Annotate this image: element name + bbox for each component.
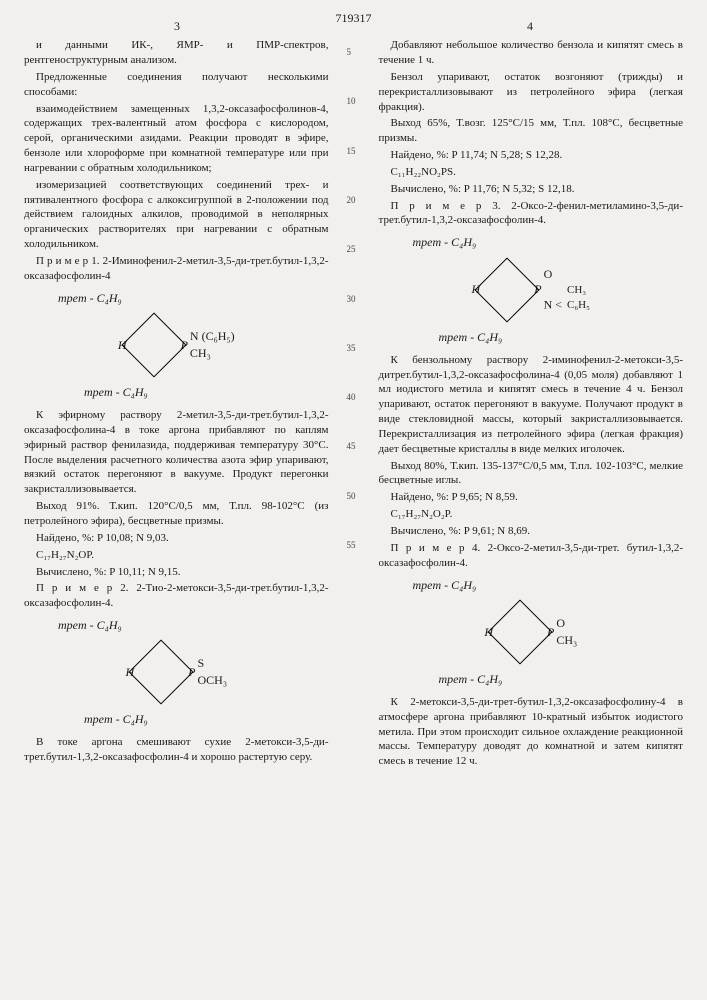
line-marker: 50 [347,490,361,502]
line-marker: 45 [347,440,361,452]
para: Добавляют небольшое количество бензола и… [379,38,684,68]
para: Вычислено, %: P 10,11; N 9,15. [24,565,329,580]
chemical-structure-4: mpem - C₄H₉ H P O CH₃ mpem - C₄H₉ [379,577,684,687]
para: К эфирному раствору 2-метил-3,5-ди-трет.… [24,408,329,497]
para: Выход 91%. Т.кип. 120°С/0,5 мм, Т.пл. 98… [24,499,329,529]
left-column: и данными ИК-, ЯМР- и ПМР-спектров, рент… [24,38,329,771]
para: С₁₇H₂₇N₂O₂P. [379,507,684,522]
page: 719317 3 4 и данными ИК-, ЯМР- и ПМР-спе… [24,18,683,771]
line-marker: 20 [347,194,361,206]
example-title: П р и м е р 2. 2-Тио-2-метокси-3,5-ди-тр… [24,581,329,611]
para: Найдено, %: P 11,74; N 5,28; S 12,28. [379,148,684,163]
para: Предложенные соединения получают несколь… [24,70,329,100]
line-marker: 10 [347,95,361,107]
formula-label: mpem - C₄H₉ [58,618,122,632]
formula-label: O [544,267,553,281]
formula-label: mpem - C₄H₉ [84,712,148,726]
para: Бензол упаривают, остаток возгоняют (три… [379,70,684,115]
para: Найдено, %: P 10,08; N 9,03. [24,531,329,546]
columns: и данными ИК-, ЯМР- и ПМР-спектров, рент… [24,38,683,771]
ring-icon [487,599,552,664]
line-marker: 35 [347,342,361,354]
formula-label: CH₃ [190,346,211,360]
line-marker: 25 [347,243,361,255]
right-column: Добавляют небольшое количество бензола и… [379,38,684,771]
formula-label: CH₃ [567,284,586,296]
line-marker: 55 [347,539,361,551]
formula-label: OCH₃ [197,673,227,687]
chemical-structure-1: mpem - C₄H₉ H P N (C₆H₅) CH₃ mpem - C₄H₉ [24,290,329,400]
line-marker: 40 [347,391,361,403]
para: взаимодействием замещенных 1,3,2-оксазаф… [24,102,329,176]
chemical-structure-3: mpem - C₄H₉ H P O N < CH₃ C₆H₅ mpem - C₄… [379,234,684,344]
example-title: П р и м е р 3. 2-Оксо-2-фенил-метиламино… [379,199,684,229]
ring-icon [129,640,194,705]
formula-label: mpem - C₄H₉ [413,235,477,249]
para: Выход 65%, Т.возг. 125°С/15 мм, Т.пл. 10… [379,116,684,146]
para: Вычислено, %: P 11,76; N 5,32; S 12,18. [379,182,684,197]
document-number: 719317 [336,10,372,26]
formula-label: C₆H₅ [567,299,590,311]
formula-label: mpem - C₄H₉ [439,672,503,686]
col-num-left: 3 [174,18,180,34]
line-marker: 30 [347,293,361,305]
formula-n: N < [544,297,562,311]
formula-label: mpem - C₄H₉ [439,330,503,344]
para: К бензольному раствору 2-иминофенил-2-ме… [379,353,684,457]
chemical-structure-2: mpem - C₄H₉ H P S OCH₃ mpem - C₄H₉ [24,617,329,727]
example-title: П р и м е р 1. 2-Иминофенил-2-метил-3,5-… [24,254,329,284]
para: Найдено, %: P 9,65; N 8,59. [379,490,684,505]
ring-icon [121,312,186,377]
para: С₁₁H₂₂NO₂PS. [379,165,684,180]
formula-label: mpem - C₄H₉ [413,578,477,592]
ring-icon [475,257,540,322]
formula-label: S [197,656,204,670]
formula-label: CH₃ [556,633,577,647]
line-marker: 5 [347,46,361,58]
para: Выход 80%, Т.кип. 135-137°С/0,5 мм, Т.пл… [379,459,684,489]
formula-label: O [556,616,565,630]
formula-label: mpem - C₄H₉ [58,291,122,305]
para: изомеризацией соответствующих соединений… [24,178,329,252]
para: и данными ИК-, ЯМР- и ПМР-спектров, рент… [24,38,329,68]
para: К 2-метокси-3,5-ди-трет-бутил-1,3,2-окса… [379,695,684,769]
para: Вычислено, %: P 9,61; N 8,69. [379,524,684,539]
para: В токе аргона смешивают сухие 2-метокси-… [24,735,329,765]
formula-label: mpem - C₄H₉ [84,385,148,399]
col-num-right: 4 [527,18,533,34]
para: С₁₇H₂₇N₂OP. [24,548,329,563]
line-number-gutter: 5 10 15 20 25 30 35 40 45 50 55 [347,38,361,771]
example-title: П р и м е р 4. 2-Оксо-2-метил-3,5-ди-тре… [379,541,684,571]
line-marker: 15 [347,145,361,157]
formula-label: N (C₆H₅) [190,329,235,343]
